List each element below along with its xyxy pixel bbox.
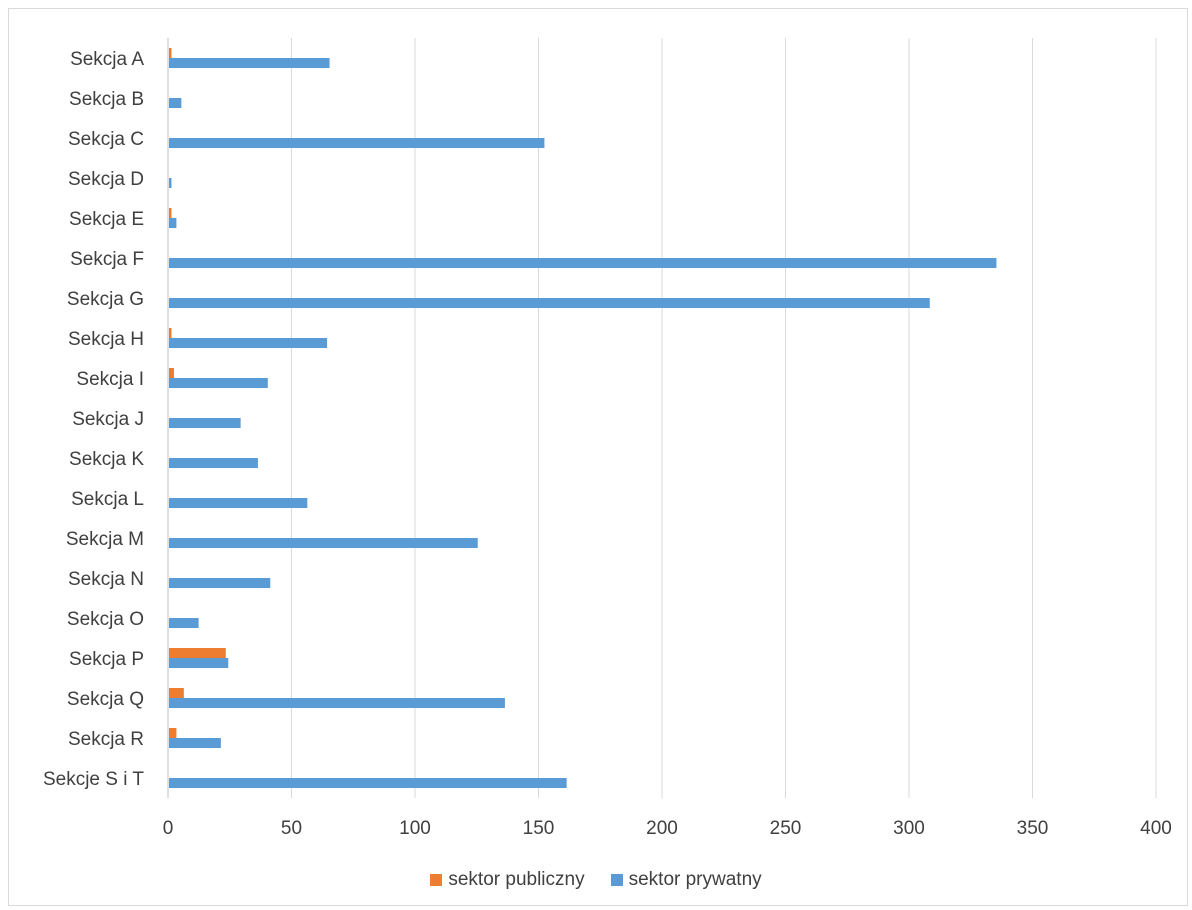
bar-private (169, 418, 241, 428)
x-tick-label: 150 (523, 818, 555, 839)
category-label: Sekcja F (70, 249, 144, 270)
bar-private (169, 618, 199, 628)
legend-swatch-private (610, 874, 623, 886)
bar-private (169, 98, 182, 108)
bar-public (169, 688, 184, 698)
category-label: Sekcja L (71, 489, 144, 510)
bar-private (169, 258, 997, 268)
x-tick-label: 300 (893, 818, 925, 839)
category-label: Sekcja B (69, 89, 144, 110)
category-label: Sekcja M (66, 529, 144, 550)
bar-public (169, 368, 174, 378)
category-label: Sekcja I (76, 369, 144, 390)
category-label: Sekcja C (68, 129, 144, 150)
category-label: Sekcja E (69, 209, 144, 230)
bars (169, 48, 997, 788)
x-tick-label: 250 (770, 818, 802, 839)
x-tick-labels: 0 50 100 150 200 250 300 350 400 (163, 818, 1172, 839)
category-label: Sekcja G (67, 289, 144, 310)
bar-public (169, 328, 172, 338)
category-label: Sekcje S i T (43, 769, 144, 790)
bar-private (169, 578, 271, 588)
category-labels: Sekcja A Sekcja B Sekcja C Sekcja D Sekcja E… (43, 49, 144, 790)
bar-private (169, 178, 172, 188)
bar-private (169, 218, 177, 228)
bar-private (169, 778, 567, 788)
bar-private (169, 498, 308, 508)
bar-private (169, 698, 505, 708)
category-label: Sekcja H (68, 329, 144, 350)
legend-item-public: sektor publiczny (430, 869, 585, 891)
category-label: Sekcja N (68, 569, 144, 590)
bar-private (169, 58, 330, 68)
bar-public (169, 728, 177, 738)
legend-label-public: sektor publiczny (448, 869, 585, 890)
x-tick-label: 100 (399, 818, 431, 839)
x-tick-label: 200 (646, 818, 678, 839)
x-tick-label: 400 (1140, 818, 1172, 839)
bar-private (169, 658, 229, 668)
bar-private (169, 378, 268, 388)
category-label: Sekcja O (67, 609, 144, 630)
legend-label-private: sektor prywatny (628, 869, 762, 890)
chart-frame (8, 8, 1188, 906)
legend-swatch-public (430, 874, 443, 886)
x-tick-label: 50 (281, 818, 302, 839)
category-label: Sekcja Q (67, 689, 144, 710)
bar-public (169, 208, 172, 218)
bar-private (169, 458, 258, 468)
gridlines (167, 38, 1157, 798)
bar-private (169, 738, 221, 748)
legend-item-private: sektor prywatny (610, 869, 762, 891)
category-label: Sekcja R (68, 729, 144, 750)
category-label: Sekcja P (69, 649, 144, 670)
bar-public (169, 648, 226, 658)
bar-private (169, 298, 930, 308)
bar-private (169, 138, 545, 148)
category-label: Sekcja J (72, 409, 144, 430)
category-label: Sekcja D (68, 169, 144, 190)
legend: sektor publiczny sektor prywatny (0, 868, 1192, 892)
x-tick-label: 0 (163, 818, 174, 839)
bar-private (169, 338, 328, 348)
category-label: Sekcja A (70, 49, 144, 70)
bar-public (169, 48, 172, 58)
bar-private (169, 538, 478, 548)
category-label: Sekcja K (69, 449, 144, 470)
x-tick-label: 350 (1017, 818, 1049, 839)
